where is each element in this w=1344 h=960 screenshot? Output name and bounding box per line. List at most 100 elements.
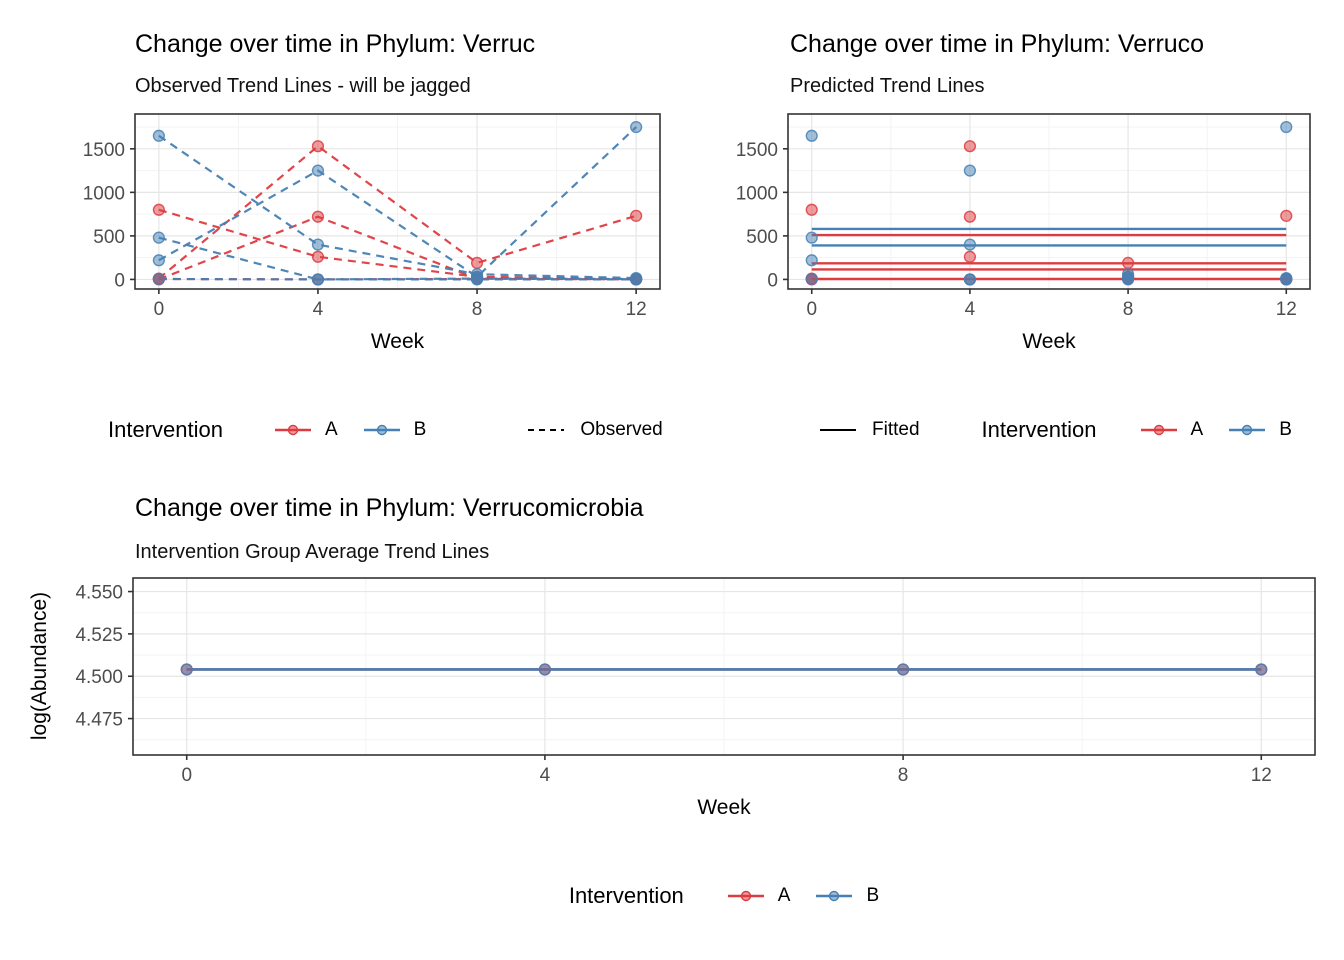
legend-observed-linetype-label: Observed [580, 419, 663, 440]
data-point-B [630, 273, 643, 286]
x-axis-tick-label: 4 [540, 765, 551, 786]
legend-average: Intervention A B [133, 878, 1315, 914]
legend-key-B-icon [816, 890, 853, 902]
y-axis-tick-label: 4.550 [75, 583, 123, 604]
data-point-B [896, 663, 910, 676]
x-axis-tick-label: 12 [1251, 765, 1272, 786]
x-axis-tick-label: 4 [313, 299, 324, 320]
observed-trend-line-B [158, 134, 637, 280]
observed-trend-line-A [158, 144, 637, 280]
chart-panel-1: 0 4 8 12 0 500 1000 1500 [736, 113, 1311, 320]
data-point-B [1280, 120, 1293, 134]
legend-key-A-icon [727, 890, 764, 902]
legend-key-B-icon [1229, 424, 1266, 436]
y-axis-tick-label: 0 [114, 270, 125, 291]
y-axis-tick-label: 4.475 [75, 710, 123, 731]
legend-observed-label-A: A [324, 419, 338, 440]
legend-predicted-label-A: A [1190, 419, 1204, 440]
chart2-x-axis-title: Week [1022, 330, 1076, 353]
legend-predicted-label-B: B [1279, 419, 1292, 440]
data-point-B [152, 272, 165, 286]
x-axis-tick-label: 8 [1123, 299, 1134, 320]
legend-average-label-B: B [866, 885, 880, 906]
data-point-B [152, 254, 165, 267]
data-point-B [805, 254, 818, 267]
chart-panel-0: 0 4 8 12 0 500 1000 1500 [83, 113, 661, 320]
data-point-A [630, 209, 643, 222]
data-point-A [963, 250, 977, 263]
data-point-A [963, 140, 977, 153]
y-axis-tick-label: 500 [93, 227, 125, 248]
y-axis-tick-label: 1000 [736, 183, 778, 204]
data-point-B [538, 663, 552, 676]
chart-panel-2: 0 4 8 12 4.475 4.500 4.525 4.550 [75, 577, 1316, 786]
x-axis-tick-label: 12 [1276, 299, 1297, 320]
data-point-B [805, 231, 818, 244]
panel-border [132, 577, 1316, 756]
data-point-B [1121, 273, 1135, 286]
legend-key-A-icon [1140, 424, 1177, 436]
x-axis-tick-label: 0 [181, 765, 192, 786]
chart2-title: Change over time in Phylum: Verruco [790, 30, 1205, 58]
chart3-x-axis-title: Week [697, 796, 751, 819]
chart3-title: Change over time in Phylum: Verrucomicro… [135, 494, 644, 522]
x-axis-tick-label: 0 [806, 299, 817, 320]
data-point-B [963, 238, 977, 251]
data-point-A [311, 250, 325, 263]
legend-observed-title: Intervention [108, 417, 223, 442]
data-point-B [630, 120, 643, 134]
panel-border [787, 113, 1311, 290]
legend-average-label-A: A [777, 885, 791, 906]
legend-predicted-linetype-label: Fitted [872, 419, 920, 440]
data-point-B [470, 273, 484, 286]
x-axis-tick-label: 8 [898, 765, 909, 786]
x-axis-tick-label: 4 [965, 299, 976, 320]
chart1-x-axis-title: Week [370, 330, 425, 353]
data-point-B [963, 273, 977, 286]
x-axis-tick-label: 0 [154, 299, 165, 320]
data-point-A [311, 140, 325, 153]
legend-predicted-title: Intervention [981, 417, 1097, 442]
chart1-subtitle: Observed Trend Lines - will be jagged [135, 75, 471, 97]
data-point-A [805, 203, 818, 216]
data-point-B [152, 231, 165, 244]
legend-predicted: Fitted Intervention A B [818, 412, 1344, 448]
observed-trend-line-B [158, 126, 637, 279]
legend-key-B-icon [363, 424, 400, 436]
data-point-A [152, 203, 165, 216]
y-axis-tick-label: 4.525 [75, 625, 123, 646]
y-axis-tick-label: 1500 [83, 140, 125, 161]
legend-observed: Intervention A B Observed [108, 412, 674, 448]
data-point-A [470, 256, 484, 269]
data-point-B [963, 164, 977, 177]
y-axis-tick-label: 1500 [736, 140, 778, 161]
data-point-B [1255, 663, 1268, 676]
data-point-B [152, 129, 165, 142]
data-point-B [180, 663, 193, 676]
x-axis-tick-label: 12 [626, 299, 647, 320]
data-point-A [963, 210, 977, 223]
x-axis-tick-label: 8 [472, 299, 483, 320]
legend-key-A-icon [274, 424, 311, 436]
chart3-subtitle: Intervention Group Average Trend Lines [135, 541, 490, 563]
data-point-B [1280, 273, 1293, 286]
legend-average-title: Intervention [568, 883, 684, 908]
chart3-y-axis-title: log(Abundance) [28, 591, 51, 741]
y-axis-tick-label: 0 [767, 270, 778, 291]
data-point-B [805, 272, 818, 286]
data-point-B [311, 164, 325, 177]
y-axis-tick-label: 1000 [83, 183, 125, 204]
legend-key-fitted-solid-icon [820, 429, 856, 431]
data-point-B [311, 238, 325, 251]
panel-border [134, 113, 661, 290]
legend-observed-label-B: B [413, 419, 427, 440]
data-point-B [805, 129, 818, 142]
data-point-A [1121, 256, 1135, 269]
y-axis-tick-label: 500 [746, 227, 778, 248]
y-axis-tick-label: 4.500 [75, 667, 123, 688]
chart1-title: Change over time in Phylum: Verruc [135, 30, 536, 58]
data-point-A [1280, 209, 1293, 222]
legend-key-observed-dashed-icon [528, 429, 565, 431]
data-point-B [311, 273, 325, 286]
